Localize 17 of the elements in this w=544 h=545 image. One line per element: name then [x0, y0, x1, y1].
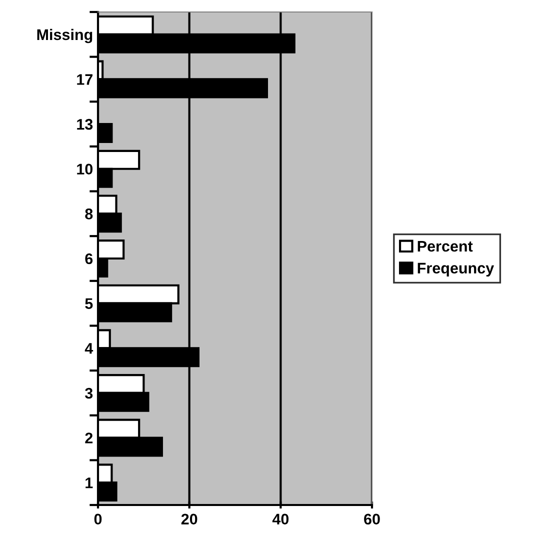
y-tick-label: 8 [85, 208, 93, 220]
legend-label: Freqeuncy [418, 262, 494, 277]
y-tick-label: 10 [77, 164, 93, 175]
x-tick-label: 0 [94, 514, 102, 525]
x-tick-label: 20 [181, 514, 198, 525]
legend-label: Percent [418, 241, 473, 252]
y-tick-label: 6 [85, 253, 93, 264]
y-tick-label: 13 [77, 118, 93, 130]
y-tick-label: 5 [85, 298, 93, 310]
y-tick-label: 17 [77, 74, 92, 85]
y-tick-label: 2 [85, 432, 93, 444]
y-tick-label: 1 [86, 478, 93, 488]
y-tick-label: Missing [37, 28, 92, 44]
x-tick-label: 60 [364, 514, 380, 525]
x-tick-label: 40 [272, 514, 289, 525]
y-tick-label: 4 [84, 343, 94, 354]
y-tick-label: 3 [84, 388, 93, 399]
